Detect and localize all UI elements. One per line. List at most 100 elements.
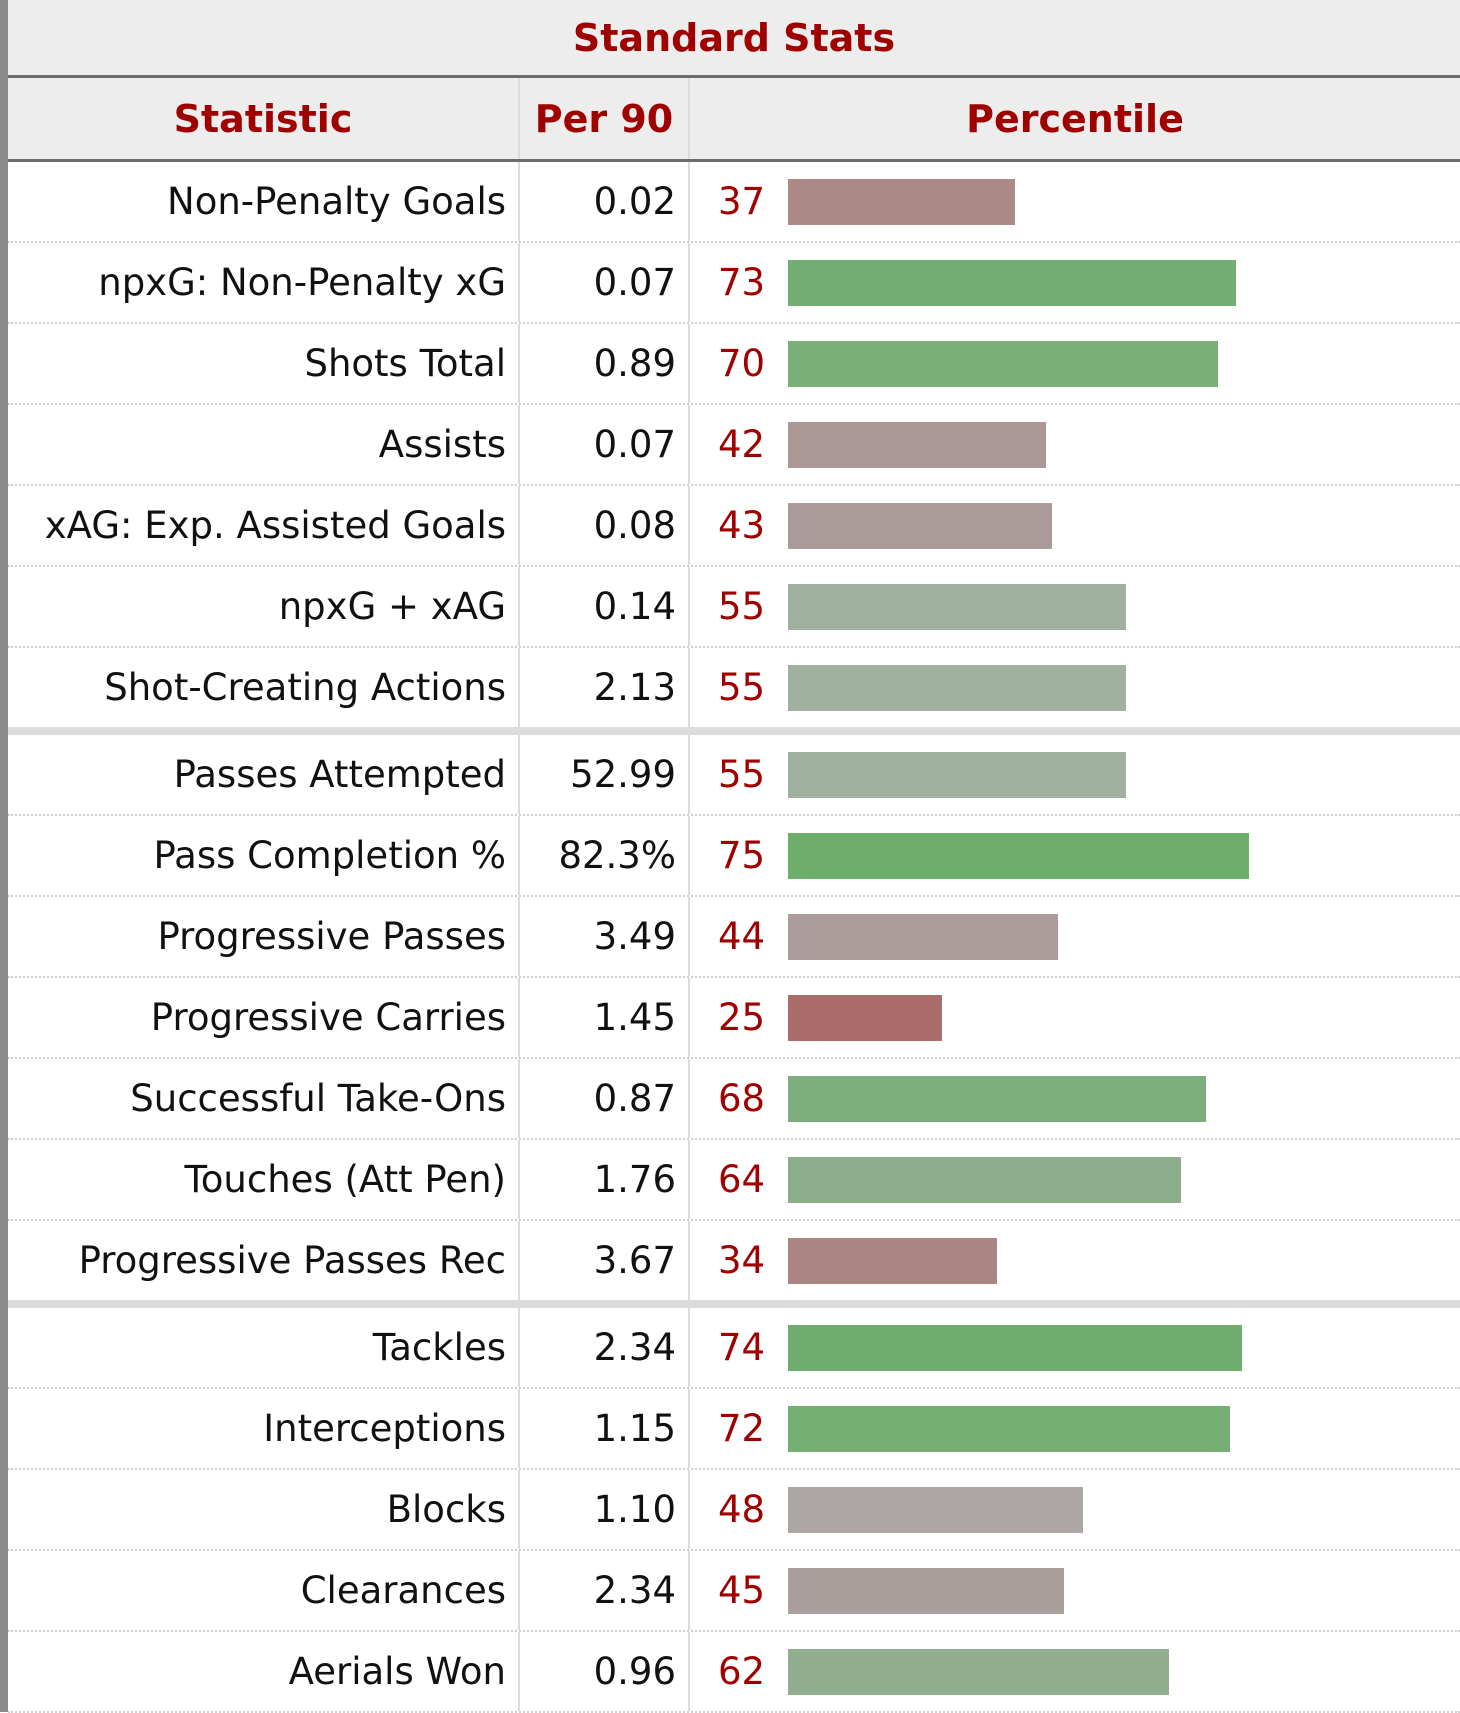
percentile-bar — [788, 1567, 1065, 1614]
percentile-value: 25 — [718, 996, 766, 1039]
percentile-bar-track — [788, 913, 1460, 960]
per90-value: 52.99 — [520, 735, 690, 814]
table-row: Non-Penalty Goals 0.02 37 — [8, 162, 1460, 243]
percentile-bar — [788, 1324, 1243, 1371]
header-row: Statistic Per 90 Percentile — [8, 78, 1460, 162]
percentile-bar — [788, 1156, 1181, 1203]
stat-name: Progressive Passes — [8, 897, 520, 976]
percentile-cell: 70 — [690, 324, 1460, 403]
table-row: Pass Completion % 82.3% 75 — [8, 816, 1460, 897]
per90-value: 2.13 — [520, 648, 690, 727]
percentile-value: 64 — [718, 1158, 766, 1201]
table-row: Touches (Att Pen) 1.76 64 — [8, 1140, 1460, 1221]
stat-name: Progressive Passes Rec — [8, 1221, 520, 1300]
percentile-bar-track — [788, 340, 1460, 387]
stat-name: Tackles — [8, 1308, 520, 1387]
percentile-value: 75 — [718, 834, 766, 877]
percentile-value: 74 — [718, 1326, 766, 1369]
per90-value: 0.14 — [520, 567, 690, 646]
percentile-bar — [788, 340, 1218, 387]
stat-name: Interceptions — [8, 1389, 520, 1468]
percentile-bar-track — [788, 1237, 1460, 1284]
table-row: Progressive Carries 1.45 25 — [8, 978, 1460, 1059]
percentile-cell: 55 — [690, 735, 1460, 814]
percentile-bar — [788, 664, 1126, 711]
stat-name: Clearances — [8, 1551, 520, 1630]
percentile-cell: 44 — [690, 897, 1460, 976]
table-row: Progressive Passes Rec 3.67 34 — [8, 1221, 1460, 1308]
per90-value: 2.34 — [520, 1308, 690, 1387]
percentile-bar-track — [788, 1324, 1460, 1371]
percentile-bar-track — [788, 994, 1460, 1041]
percentile-bar — [788, 178, 1016, 225]
per90-value: 82.3% — [520, 816, 690, 895]
per90-value: 0.02 — [520, 162, 690, 241]
percentile-cell: 73 — [690, 243, 1460, 322]
header-percentile[interactable]: Percentile — [966, 96, 1184, 141]
percentile-bar-track — [788, 502, 1460, 549]
percentile-bar — [788, 1405, 1231, 1452]
table-row: Successful Take-Ons 0.87 68 — [8, 1059, 1460, 1140]
header-per90[interactable]: Per 90 — [520, 78, 690, 159]
percentile-cell: 43 — [690, 486, 1460, 565]
stat-name: xAG: Exp. Assisted Goals — [8, 486, 520, 565]
percentile-bar-track — [788, 583, 1460, 630]
table-row: Progressive Passes 3.49 44 — [8, 897, 1460, 978]
stat-name: Non-Penalty Goals — [8, 162, 520, 241]
percentile-bar-track — [788, 178, 1460, 225]
table-row: xAG: Exp. Assisted Goals 0.08 43 — [8, 486, 1460, 567]
per90-value: 1.76 — [520, 1140, 690, 1219]
percentile-bar-track — [788, 664, 1460, 711]
table-row: Passes Attempted 52.99 55 — [8, 735, 1460, 816]
percentile-bar-track — [788, 1567, 1460, 1614]
percentile-bar-track — [788, 1648, 1460, 1695]
per90-value: 0.87 — [520, 1059, 690, 1138]
percentile-bar-track — [788, 1075, 1460, 1122]
percentile-bar-track — [788, 1156, 1460, 1203]
percentile-value: 44 — [718, 915, 766, 958]
percentile-cell: 34 — [690, 1221, 1460, 1300]
stat-name: Successful Take-Ons — [8, 1059, 520, 1138]
percentile-cell: 74 — [690, 1308, 1460, 1387]
table-row: npxG: Non-Penalty xG 0.07 73 — [8, 243, 1460, 324]
table-row: Shot-Creating Actions 2.13 55 — [8, 648, 1460, 735]
table-row: Interceptions 1.15 72 — [8, 1389, 1460, 1470]
percentile-cell: 55 — [690, 567, 1460, 646]
stat-name: Touches (Att Pen) — [8, 1140, 520, 1219]
stat-name: Blocks — [8, 1470, 520, 1549]
header-statistic[interactable]: Statistic — [8, 78, 520, 159]
table-row: Tackles 2.34 74 — [8, 1308, 1460, 1389]
table-row: Clearances 2.34 45 — [8, 1551, 1460, 1632]
stat-name: Progressive Carries — [8, 978, 520, 1057]
per90-value: 2.34 — [520, 1551, 690, 1630]
percentile-bar-track — [788, 421, 1460, 468]
stat-name: Shots Total — [8, 324, 520, 403]
percentile-value: 45 — [718, 1569, 766, 1612]
percentile-cell: 72 — [690, 1389, 1460, 1468]
per90-value: 1.10 — [520, 1470, 690, 1549]
stat-name: Assists — [8, 405, 520, 484]
per90-value: 1.45 — [520, 978, 690, 1057]
per90-value: 0.07 — [520, 243, 690, 322]
per90-value: 3.49 — [520, 897, 690, 976]
percentile-bar — [788, 994, 942, 1041]
percentile-bar — [788, 1486, 1083, 1533]
per90-value: 0.07 — [520, 405, 690, 484]
stat-name: Shot-Creating Actions — [8, 648, 520, 727]
percentile-bar — [788, 832, 1249, 879]
percentile-value: 42 — [718, 423, 766, 466]
percentile-bar-track — [788, 1486, 1460, 1533]
percentile-cell: 68 — [690, 1059, 1460, 1138]
percentile-value: 73 — [718, 261, 766, 304]
percentile-value: 72 — [718, 1407, 766, 1450]
percentile-cell: 45 — [690, 1551, 1460, 1630]
percentile-cell: 64 — [690, 1140, 1460, 1219]
percentile-bar — [788, 583, 1126, 630]
percentile-cell: 25 — [690, 978, 1460, 1057]
table-caption: Standard Stats — [8, 0, 1460, 78]
percentile-bar — [788, 1648, 1169, 1695]
stat-name: Pass Completion % — [8, 816, 520, 895]
per90-value: 0.89 — [520, 324, 690, 403]
stat-name: npxG: Non-Penalty xG — [8, 243, 520, 322]
percentile-bar — [788, 751, 1126, 798]
